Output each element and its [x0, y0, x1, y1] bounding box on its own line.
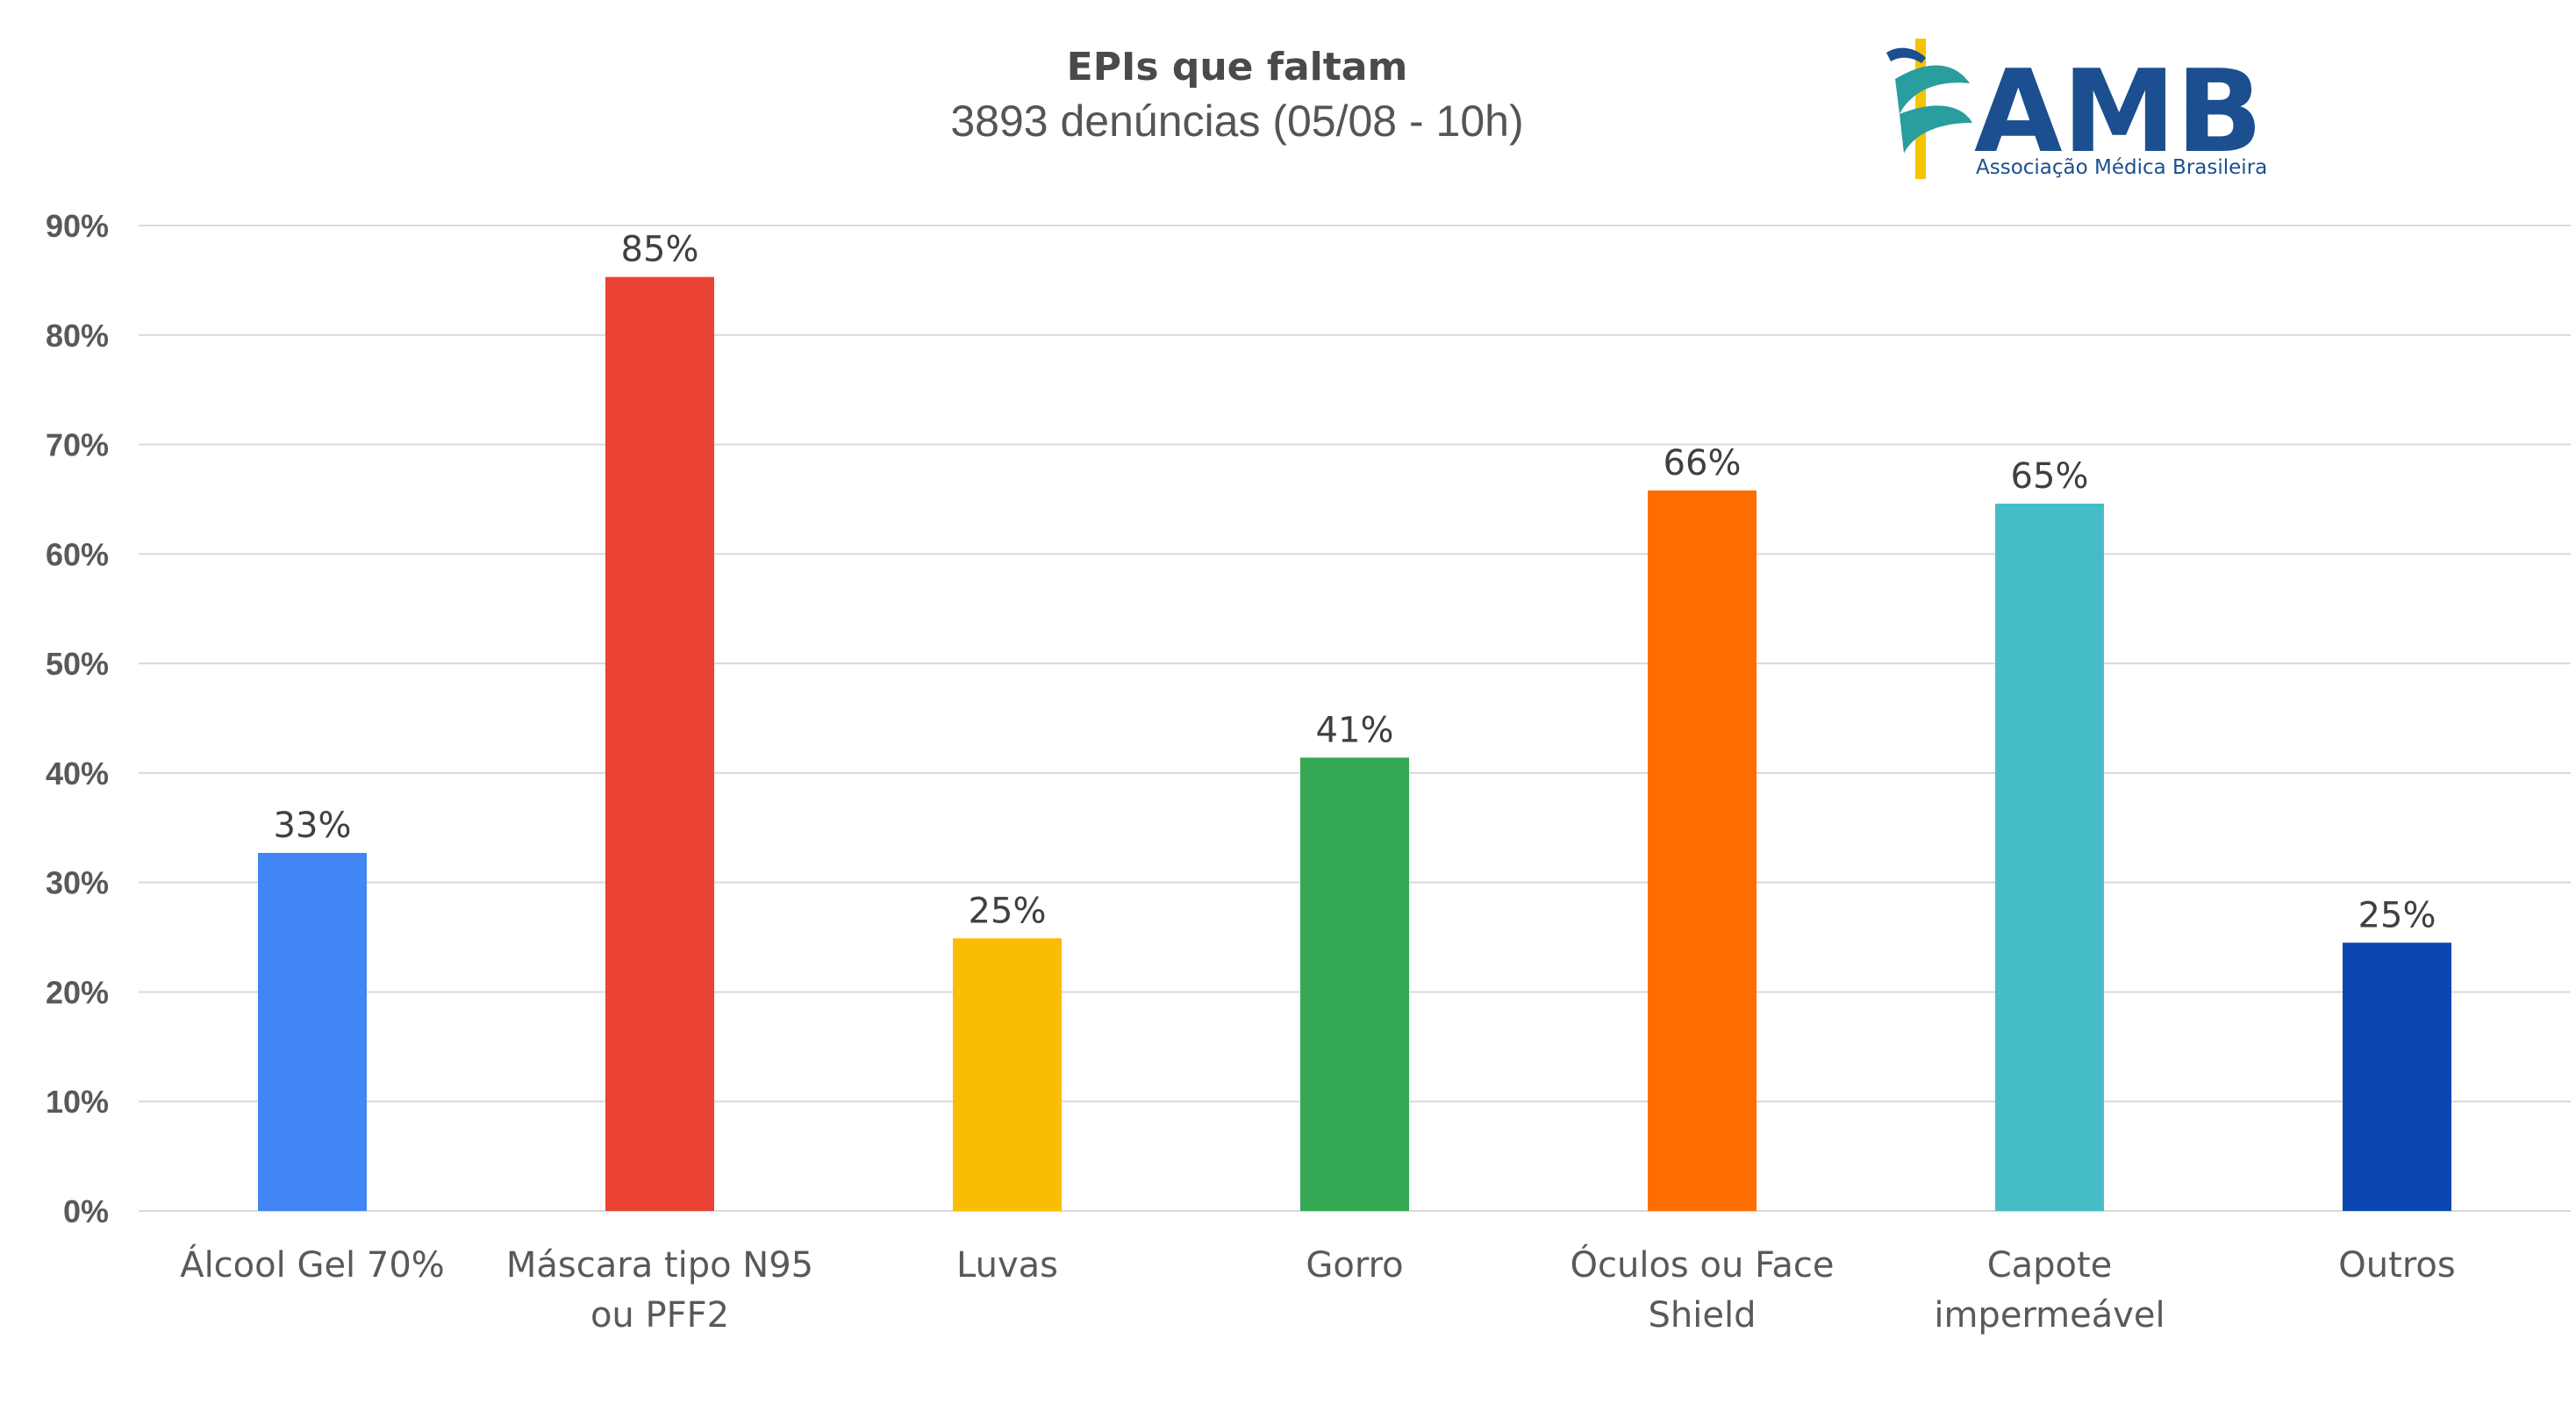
- y-tick-label: 20%: [46, 974, 109, 1010]
- y-tick-label: 0%: [63, 1193, 109, 1229]
- amb-logo: AMB Associação Médica Brasileira: [1886, 39, 2267, 179]
- x-tick-label: Luvas: [956, 1245, 1058, 1286]
- x-axis: Álcool Gel 70% Máscara tipo N95 ou PFF2 Luv…: [180, 1243, 2456, 1336]
- bar: [1648, 490, 1757, 1211]
- data-label: 85%: [621, 230, 699, 270]
- bar: [953, 938, 1062, 1211]
- x-tick-label: Shield: [1649, 1295, 1757, 1336]
- bar: [1300, 757, 1409, 1211]
- bar: [605, 276, 714, 1212]
- y-axis: 0% 10% 20% 30% 40% 50% 60% 70% 80% 90%: [46, 208, 109, 1229]
- data-label: 41%: [1316, 710, 1394, 750]
- bar: [1995, 503, 2104, 1211]
- data-label: 65%: [2011, 456, 2089, 497]
- data-label: 66%: [1664, 443, 1742, 484]
- data-label: 33%: [274, 806, 352, 846]
- logo-tagline: Associação Médica Brasileira: [1976, 156, 2267, 179]
- y-tick-label: 50%: [46, 646, 109, 682]
- x-tick-label: Álcool Gel 70%: [180, 1243, 445, 1286]
- x-tick-label: ou PFF2: [590, 1295, 729, 1336]
- x-tick-label: Gorro: [1306, 1245, 1403, 1286]
- bar: [258, 852, 367, 1211]
- x-tick-label: Capote: [1987, 1245, 2113, 1286]
- x-tick-label: impermeável: [1934, 1295, 2165, 1336]
- x-tick-label: Óculos ou Face: [1571, 1243, 1835, 1286]
- data-label: 25%: [2358, 895, 2436, 935]
- bars: [258, 276, 2451, 1212]
- data-labels: 33% 85% 25% 41% 66% 65% 25%: [274, 230, 2436, 936]
- x-tick-label: Máscara tipo N95: [506, 1245, 813, 1286]
- logo-wordmark: AMB: [1974, 45, 2263, 178]
- bar: [2343, 942, 2451, 1211]
- y-tick-label: 40%: [46, 756, 109, 792]
- y-tick-label: 80%: [46, 318, 109, 354]
- y-tick-label: 70%: [46, 427, 109, 463]
- x-tick-label: Outros: [2338, 1245, 2455, 1286]
- caduceus-icon: [1886, 39, 1972, 179]
- y-tick-label: 90%: [46, 208, 109, 244]
- y-tick-label: 10%: [46, 1084, 109, 1120]
- chart-subtitle: 3893 denúncias (05/08 - 10h): [950, 97, 1523, 146]
- y-tick-label: 60%: [46, 536, 109, 572]
- data-label: 25%: [969, 891, 1047, 931]
- y-tick-label: 30%: [46, 865, 109, 901]
- chart-title: EPIs que faltam: [1067, 45, 1408, 90]
